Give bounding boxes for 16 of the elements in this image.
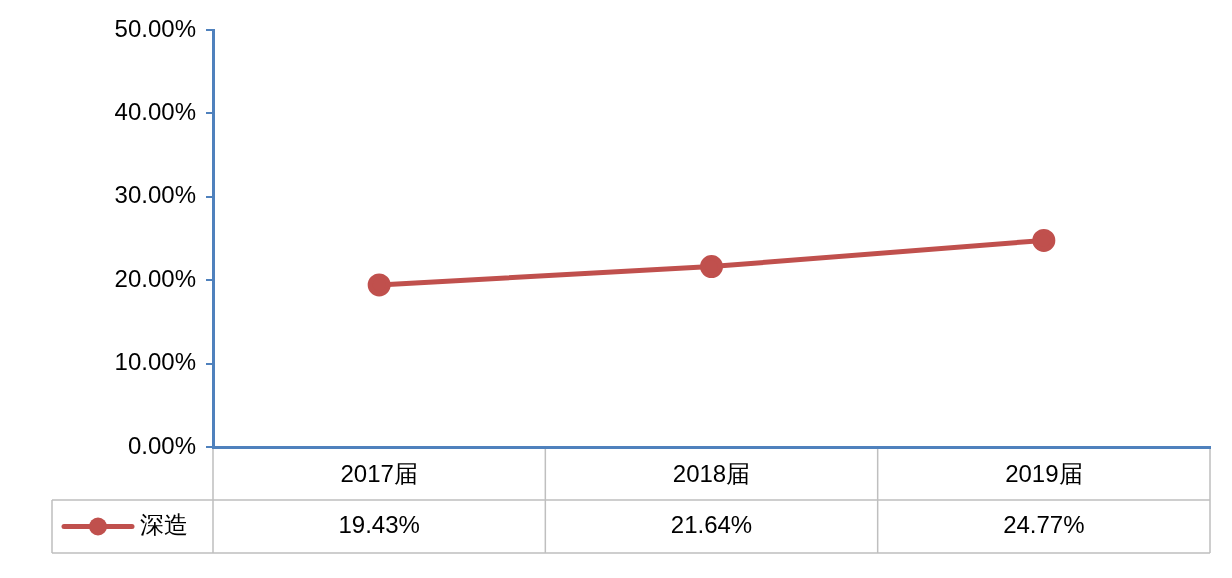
data-label: 21.64% [670,511,753,539]
y-tick-label: 0.00% [127,431,196,459]
point [700,255,723,279]
data-label: 19.43% [338,511,420,539]
y-tick-label: 50.00% [114,14,196,42]
legend-label: 深造 [140,511,188,539]
y-tick-label: 40.00% [114,98,196,126]
point [367,273,391,297]
y-tick-label: 30.00% [114,181,196,209]
point [1032,228,1056,252]
x-tick-label: 2017届 [340,460,418,488]
x-tick-label: 2018届 [672,460,751,488]
x-tick-label: 2019届 [1005,460,1083,488]
y-tick-label: 10.00% [114,348,196,376]
y-tick-label: 20.00% [114,264,196,292]
data-label: 24.77% [1003,511,1085,539]
